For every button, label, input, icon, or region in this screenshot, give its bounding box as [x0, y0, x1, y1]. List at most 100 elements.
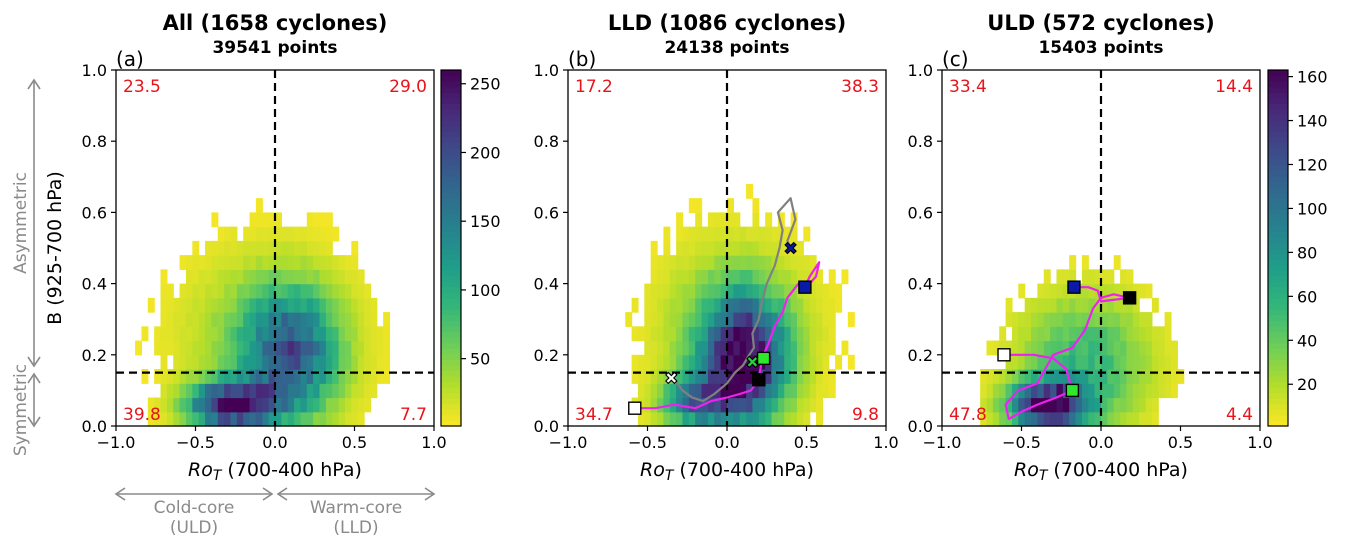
square-marker: [1067, 280, 1081, 294]
heatmap-cell: [758, 255, 766, 270]
heatmap-cell: [1145, 312, 1153, 327]
heatmap-cell: [1094, 411, 1102, 427]
colorbar-segment: [441, 348, 461, 355]
heatmap-cell: [313, 269, 321, 285]
heatmap-cell: [370, 369, 378, 384]
heatmap-cell: [1101, 283, 1108, 299]
heatmap-cell: [1145, 397, 1153, 413]
heatmap-cell: [746, 340, 754, 356]
y-tick-label: 0.0: [534, 417, 559, 436]
heatmap-cell: [262, 212, 270, 228]
heatmap-cell: [300, 297, 308, 313]
heatmap-cell: [1069, 411, 1077, 427]
heatmap-cell: [720, 397, 728, 413]
heatmap-cell: [147, 411, 155, 427]
heatmap-cell: [217, 312, 225, 327]
heatmap-cell: [383, 354, 391, 370]
y-tick-label: 0.8: [908, 132, 933, 151]
heatmap-cell: [185, 340, 193, 356]
heatmap-cell: [720, 369, 728, 384]
heatmap-cell: [631, 369, 639, 384]
heatmap-cell: [714, 297, 722, 313]
heatmap-cell: [1126, 354, 1134, 370]
heatmap-cell: [306, 326, 314, 342]
heatmap-cell: [1037, 397, 1045, 413]
heatmap-cell: [1081, 411, 1089, 427]
heatmap-cell: [351, 397, 359, 413]
heatmap-cell: [325, 312, 333, 327]
colorbar-segment: [441, 242, 461, 249]
heatmap-cell: [695, 198, 703, 213]
heatmap-cell: [822, 354, 830, 370]
heatmap-cell: [650, 240, 658, 256]
heatmap-cell: [727, 269, 734, 285]
heatmap-cell: [166, 411, 174, 427]
heatmap-cell: [287, 369, 295, 384]
colorbar-segment: [441, 309, 461, 316]
heatmap-cell: [154, 326, 162, 342]
heatmap-cell: [236, 411, 244, 427]
heatmap-cell: [1075, 397, 1083, 413]
heatmap-cell: [319, 411, 327, 427]
heatmap-cell: [173, 326, 181, 342]
heatmap-cell: [262, 312, 270, 327]
heatmap-cell: [1056, 354, 1064, 370]
heatmap-cell: [1037, 312, 1045, 327]
heatmap-cell: [1062, 283, 1070, 299]
colorbar-segment: [1268, 381, 1288, 388]
heatmap-cell: [701, 326, 709, 342]
heatmap-cell: [1050, 354, 1058, 370]
colorbar-segment: [441, 131, 461, 138]
heatmap-cell: [657, 397, 664, 413]
heatmap-cell: [1113, 297, 1121, 313]
heatmap-cell: [319, 297, 327, 313]
heatmap-cell: [370, 354, 378, 370]
colorbar-segment: [441, 214, 461, 221]
y-tick-label: 0.6: [908, 203, 933, 222]
heatmap-cell: [695, 240, 703, 256]
colorbar-segment: [441, 320, 461, 327]
heatmap-cell: [822, 312, 830, 327]
colorbar-segment: [441, 375, 461, 383]
heatmap-cell: [351, 354, 359, 370]
heatmap-cell: [255, 312, 263, 327]
heatmap-cell: [344, 312, 352, 327]
heatmap-cell: [765, 226, 773, 242]
heatmap-cell: [663, 354, 671, 370]
colorbar-segment: [1268, 153, 1288, 160]
heatmap-cell: [714, 240, 722, 256]
heatmap-cell: [211, 283, 219, 299]
heatmap-cell: [1018, 369, 1026, 384]
heatmap-cell: [1075, 297, 1083, 313]
heatmap-cell: [682, 354, 690, 370]
colorbar-segment: [441, 259, 461, 266]
heatmap-cell: [752, 226, 760, 242]
heatmap-cell: [727, 340, 734, 356]
heatmap-cell: [644, 369, 652, 384]
heatmap-cell: [771, 297, 779, 313]
heatmap-cell: [160, 340, 168, 356]
heatmap-cell: [663, 297, 671, 313]
heatmap-cell: [727, 383, 734, 399]
heatmap-cell: [1158, 369, 1166, 384]
heatmap-cell: [1101, 312, 1108, 327]
heatmap-cell: [752, 283, 760, 299]
heatmap-cell: [179, 312, 187, 327]
heatmap-cell: [777, 312, 785, 327]
heatmap-cell: [351, 340, 359, 356]
heatmap-cell: [185, 397, 193, 413]
heatmap-cell: [166, 340, 174, 356]
heatmap-cell: [313, 411, 321, 427]
heatmap-cell: [682, 369, 690, 384]
heatmap-cell: [777, 269, 785, 285]
heatmap-cell: [351, 326, 359, 342]
heatmap-cell: [338, 354, 346, 370]
heatmap-cell: [262, 411, 270, 427]
heatmap-cell: [644, 283, 652, 299]
heatmap-cell: [644, 397, 652, 413]
colorbar-tick-label: 50: [470, 350, 490, 369]
heatmap-cell: [1037, 283, 1045, 299]
heatmap-cell: [746, 269, 754, 285]
heatmap-cell: [784, 283, 792, 299]
heatmap-cell: [1011, 383, 1019, 399]
